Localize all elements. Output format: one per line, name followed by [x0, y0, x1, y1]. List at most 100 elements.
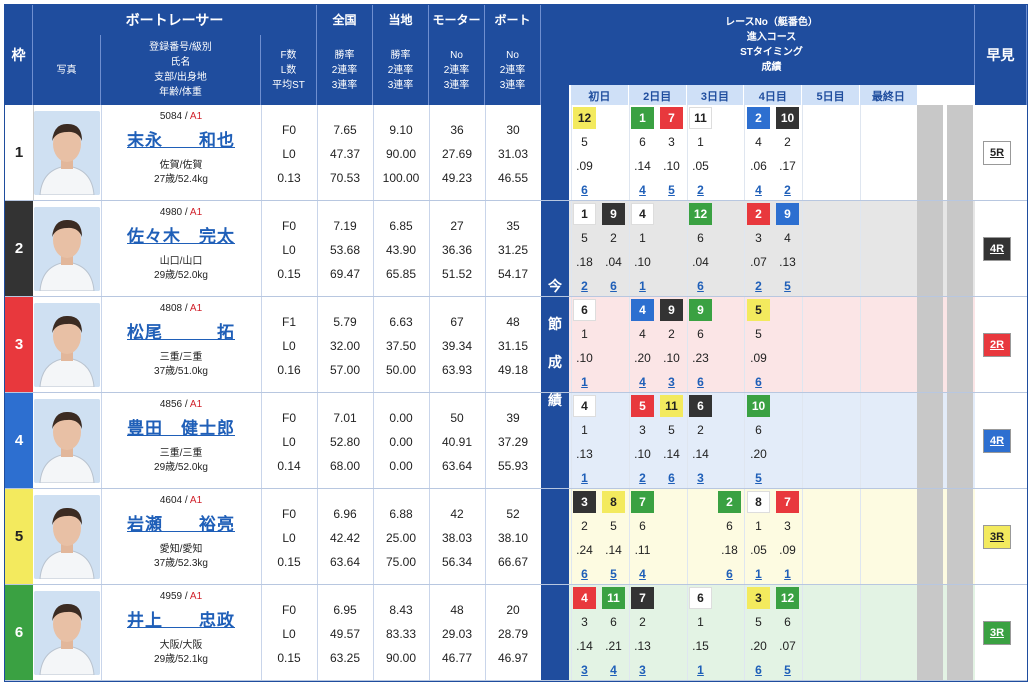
- racer-photo: [34, 495, 100, 579]
- race-result-link[interactable]: 6: [755, 375, 762, 389]
- race-grid: 3 2.24 6 8 5.14 5 7 6.11 4 2 6.18 6 8 1.05 1 7 3.09 1: [569, 489, 975, 584]
- racer-name-link[interactable]: 豊田 健士郎: [127, 419, 235, 438]
- race-result-link[interactable]: 4: [610, 663, 617, 677]
- konsetsu-char: 成: [548, 354, 562, 370]
- race-no-badge: 8: [747, 491, 770, 513]
- column-divider: [373, 297, 374, 392]
- race-result-link[interactable]: 1: [784, 567, 791, 581]
- race-result-link[interactable]: 1: [697, 663, 704, 677]
- race-result-link[interactable]: 6: [726, 567, 733, 581]
- race-result-link[interactable]: 3: [581, 663, 588, 677]
- race-result-link[interactable]: 1: [581, 375, 588, 389]
- racer-name-link[interactable]: 松尾 拓: [127, 323, 235, 342]
- reg-number: 4980 / A1: [101, 207, 261, 218]
- zen-stat: 69.47: [329, 267, 361, 281]
- zen-stat: 7.19: [333, 219, 357, 233]
- entry-course: 1: [581, 423, 588, 437]
- entry-course: 1: [697, 135, 704, 149]
- st-timing: .04: [692, 255, 709, 269]
- day-header: 初日: [571, 85, 629, 107]
- column-divider: [373, 393, 374, 488]
- hayami-link[interactable]: 4R: [983, 237, 1011, 261]
- race-result-link[interactable]: 2: [697, 183, 704, 197]
- day-divider: [686, 585, 688, 680]
- race-result-link[interactable]: 5: [610, 567, 617, 581]
- column-divider: [485, 489, 486, 584]
- race-result-link[interactable]: 3: [697, 471, 704, 485]
- entry-course: 3: [639, 423, 646, 437]
- boat-stat: 49.18: [497, 363, 529, 377]
- race-result-link[interactable]: 1: [639, 279, 646, 293]
- tou-stat: 43.90: [385, 243, 417, 257]
- column-divider: [485, 201, 486, 296]
- age-weight: 37歳/52.3kg: [154, 558, 208, 569]
- entry-course: 2: [784, 135, 791, 149]
- st-timing: .21: [605, 639, 622, 653]
- class-badge: A1: [189, 303, 203, 314]
- age-weight: 29歳/52.1kg: [154, 654, 208, 665]
- racer-name-link[interactable]: 佐々木 完太: [127, 227, 235, 246]
- race-result-link[interactable]: 3: [668, 375, 675, 389]
- race-result-link[interactable]: 6: [581, 567, 588, 581]
- race-result-link[interactable]: 6: [668, 471, 675, 485]
- hayami-link[interactable]: 4R: [983, 429, 1011, 453]
- column-divider: [101, 297, 102, 392]
- reg-number: 4856 / A1: [101, 399, 261, 410]
- info-header-line: 氏名: [170, 57, 191, 68]
- racer-portrait-icon: [34, 111, 100, 195]
- race-result-link[interactable]: 2: [784, 183, 791, 197]
- race-result-link[interactable]: 4: [755, 183, 762, 197]
- race-no-badge: 7: [660, 107, 683, 129]
- hayami-link[interactable]: 5R: [983, 141, 1011, 165]
- race-result-link[interactable]: 5: [668, 183, 675, 197]
- race-result-link[interactable]: 3: [639, 663, 646, 677]
- zen-stat: 7.65: [333, 123, 357, 137]
- race-result-link[interactable]: 5: [755, 471, 762, 485]
- st-timing: .14: [634, 159, 651, 173]
- motor-stat: 63.64: [441, 459, 473, 473]
- race-result-link[interactable]: 1: [581, 471, 588, 485]
- motor-stat: 67: [450, 315, 464, 329]
- racer-photo: [34, 399, 100, 483]
- branch-origin: 大阪/大阪: [159, 640, 203, 651]
- race-result-link[interactable]: 4: [639, 183, 646, 197]
- boat-stat: 55.93: [497, 459, 529, 473]
- zen-stat: 32.00: [329, 339, 361, 353]
- racer-name-link[interactable]: 岩瀬 裕亮: [127, 515, 235, 534]
- race-result-link[interactable]: 5: [784, 279, 791, 293]
- column-divider: [429, 393, 430, 488]
- race-result-link[interactable]: 6: [697, 375, 704, 389]
- konsetsu-char: 節: [548, 316, 562, 332]
- race-result-link[interactable]: 4: [639, 567, 646, 581]
- race-result-link[interactable]: 2: [581, 279, 588, 293]
- st-timing: .10: [576, 351, 593, 365]
- hayami-link[interactable]: 3R: [983, 525, 1011, 549]
- info-header-line: 年齢/体重: [159, 87, 202, 98]
- race-result-link[interactable]: 1: [755, 567, 762, 581]
- tou-stat: 6.63: [389, 315, 413, 329]
- rate-header-line: 2連率: [387, 64, 414, 76]
- race-result-link[interactable]: 4: [639, 375, 646, 389]
- race-result-link[interactable]: 6: [755, 663, 762, 677]
- race-result-link[interactable]: 6: [697, 279, 704, 293]
- race-result-link[interactable]: 5: [784, 663, 791, 677]
- racer-name-link[interactable]: 井上 忠政: [127, 611, 235, 630]
- race-result-link[interactable]: 2: [755, 279, 762, 293]
- st-timing: .13: [634, 639, 651, 653]
- st-timing: .17: [779, 159, 796, 173]
- st-timing: .10: [634, 255, 651, 269]
- racer-name-link[interactable]: 末永 和也: [127, 131, 235, 150]
- race-no-badge: 9: [602, 203, 625, 225]
- race-result-link[interactable]: 6: [581, 183, 588, 197]
- race-result-link[interactable]: 6: [610, 279, 617, 293]
- blank-column: [947, 297, 973, 392]
- fl-header-line: L数: [280, 64, 297, 76]
- blank-column: [917, 297, 943, 392]
- day-divider: [860, 489, 861, 584]
- hayami-link[interactable]: 3R: [983, 621, 1011, 645]
- race-result-link[interactable]: 2: [639, 471, 646, 485]
- separator: /: [182, 399, 190, 410]
- hayami-link[interactable]: 2R: [983, 333, 1011, 357]
- fl-header-line: F数: [280, 49, 297, 61]
- reg-no: 4980: [159, 207, 183, 218]
